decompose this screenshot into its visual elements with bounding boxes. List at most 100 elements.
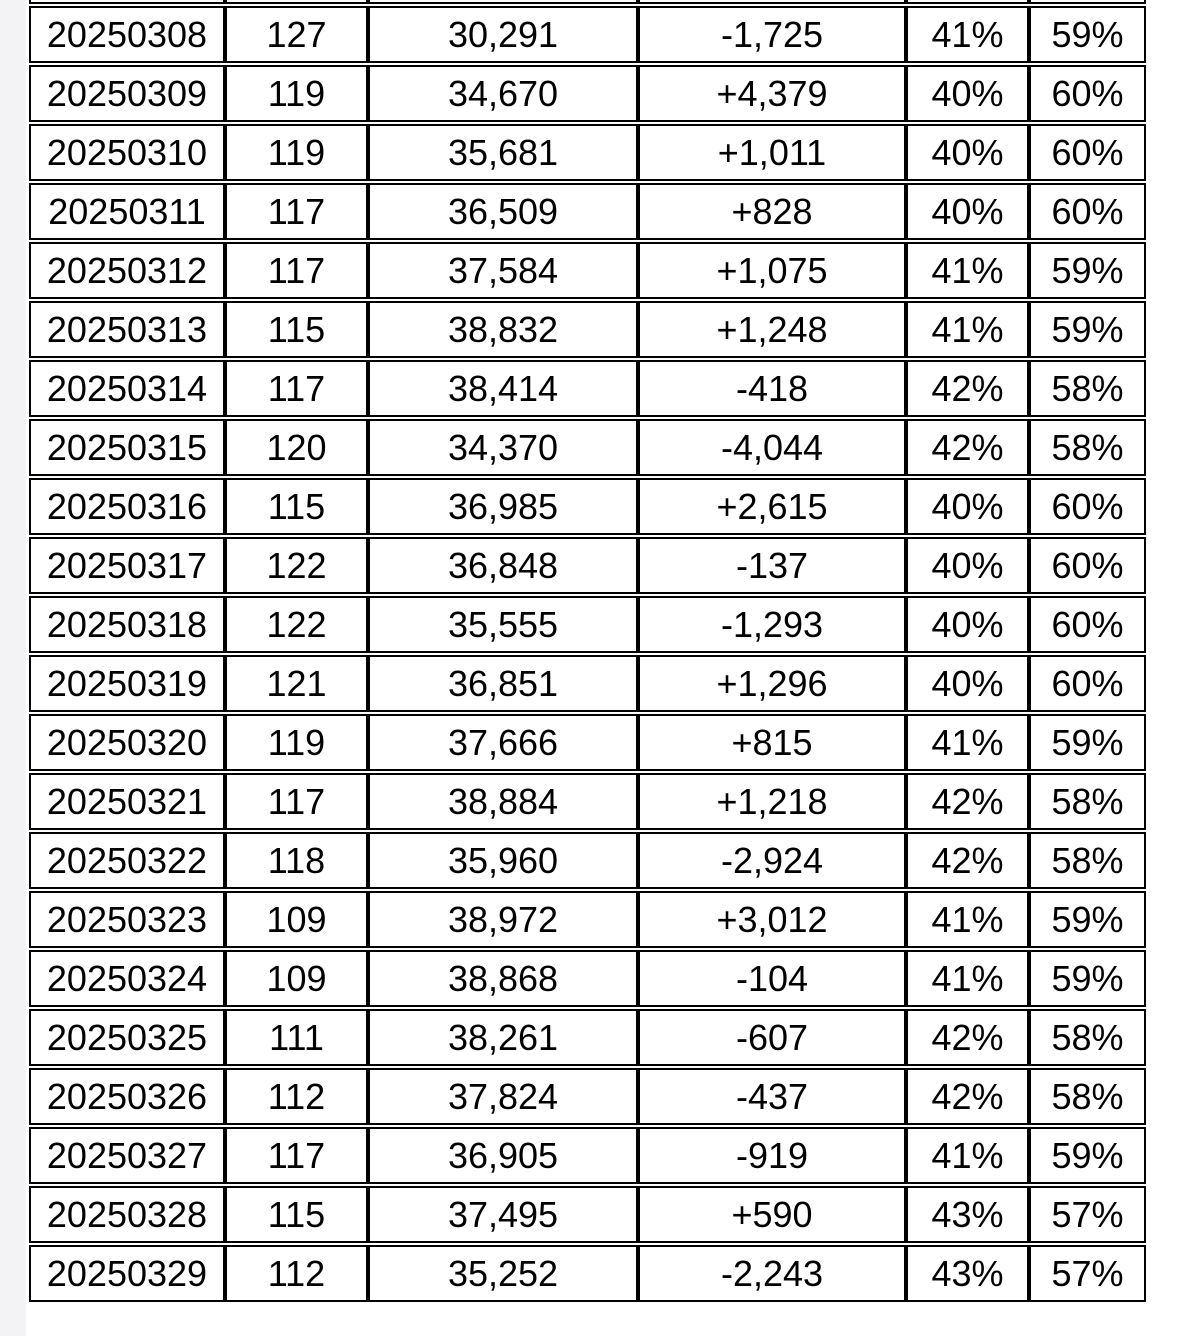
cell-percent-b: 57% [1029,1186,1146,1243]
cell-percent-a: 41% [906,714,1029,771]
cell-percent-a: 40% [906,655,1029,712]
cell-change: -607 [638,1009,906,1066]
cell-percent-a: 42% [906,360,1029,417]
cell-percent-b [1029,0,1146,4]
table-row: 20250325 111 38,261 -607 42% 58% [29,1009,1146,1066]
table-row: 20250324 109 38,868 -104 41% 59% [29,950,1146,1007]
cell-percent-a: 41% [906,1127,1029,1184]
cell-change: +1,218 [638,773,906,830]
cell-change: +828 [638,183,906,240]
cell-date: 20250311 [29,183,225,240]
cell-date [29,0,225,4]
table-row: 20250313 115 38,832 +1,248 41% 59% [29,301,1146,358]
cell-count: 120 [225,419,368,476]
cell-count: 112 [225,1068,368,1125]
cell-date: 20250322 [29,832,225,889]
table-row: 20250328 115 37,495 +590 43% 57% [29,1186,1146,1243]
cell-total: 36,851 [368,655,638,712]
table-row-partial [29,0,1146,4]
cell-percent-a: 40% [906,596,1029,653]
cell-percent-a [906,0,1029,4]
cell-percent-a: 41% [906,6,1029,63]
cell-total: 36,848 [368,537,638,594]
table-row: 20250320 119 37,666 +815 41% 59% [29,714,1146,771]
cell-date: 20250320 [29,714,225,771]
cell-date: 20250325 [29,1009,225,1066]
cell-total: 36,509 [368,183,638,240]
table-row: 20250310 119 35,681 +1,011 40% 60% [29,124,1146,181]
cell-date: 20250317 [29,537,225,594]
cell-change: +1,011 [638,124,906,181]
cell-percent-a: 41% [906,891,1029,948]
table-row: 20250312 117 37,584 +1,075 41% 59% [29,242,1146,299]
cell-percent-a: 43% [906,1186,1029,1243]
cell-percent-a: 40% [906,65,1029,122]
cell-total: 38,261 [368,1009,638,1066]
cell-count [225,0,368,4]
cell-total: 37,666 [368,714,638,771]
cell-date: 20250329 [29,1245,225,1302]
cell-date: 20250327 [29,1127,225,1184]
cell-change: -104 [638,950,906,1007]
cell-date: 20250316 [29,478,225,535]
cell-total: 37,584 [368,242,638,299]
cell-percent-b: 58% [1029,419,1146,476]
cell-count: 109 [225,950,368,1007]
cell-percent-a: 41% [906,301,1029,358]
cell-percent-a: 40% [906,183,1029,240]
cell-count: 127 [225,6,368,63]
cell-total: 35,555 [368,596,638,653]
cell-total: 37,824 [368,1068,638,1125]
cell-percent-b: 60% [1029,596,1146,653]
cell-total [368,0,638,4]
table-row: 20250316 115 36,985 +2,615 40% 60% [29,478,1146,535]
cell-percent-b: 58% [1029,773,1146,830]
cell-total: 36,905 [368,1127,638,1184]
cell-percent-b: 58% [1029,360,1146,417]
table-row: 20250319 121 36,851 +1,296 40% 60% [29,655,1146,712]
cell-percent-a: 42% [906,832,1029,889]
cell-percent-b: 59% [1029,950,1146,1007]
cell-date: 20250312 [29,242,225,299]
cell-percent-b: 60% [1029,655,1146,712]
cell-percent-b: 58% [1029,832,1146,889]
cell-change: +1,248 [638,301,906,358]
cell-count: 118 [225,832,368,889]
table-row: 20250317 122 36,848 -137 40% 60% [29,537,1146,594]
table-row: 20250326 112 37,824 -437 42% 58% [29,1068,1146,1125]
cell-percent-a: 42% [906,419,1029,476]
table-row: 20250311 117 36,509 +828 40% 60% [29,183,1146,240]
cell-change: +1,296 [638,655,906,712]
cell-change: -919 [638,1127,906,1184]
cell-change: +1,075 [638,242,906,299]
cell-date: 20250310 [29,124,225,181]
cell-percent-a: 40% [906,537,1029,594]
table-row: 20250315 120 34,370 -4,044 42% 58% [29,419,1146,476]
cell-change: +3,012 [638,891,906,948]
cell-percent-b: 60% [1029,183,1146,240]
cell-total: 35,960 [368,832,638,889]
cell-percent-a: 42% [906,1009,1029,1066]
cell-percent-b: 60% [1029,478,1146,535]
daily-stats-viewport: 20250308 127 30,291 -1,725 41% 59% 20250… [29,0,1151,1336]
table-row: 20250309 119 34,670 +4,379 40% 60% [29,65,1146,122]
cell-date: 20250323 [29,891,225,948]
cell-percent-a: 40% [906,124,1029,181]
cell-change: +590 [638,1186,906,1243]
cell-change: +815 [638,714,906,771]
cell-date: 20250313 [29,301,225,358]
cell-date: 20250318 [29,596,225,653]
cell-count: 117 [225,1127,368,1184]
cell-percent-a: 42% [906,1068,1029,1125]
cell-date: 20250308 [29,6,225,63]
cell-percent-b: 59% [1029,301,1146,358]
cell-date: 20250315 [29,419,225,476]
cell-total: 38,414 [368,360,638,417]
cell-change: -2,243 [638,1245,906,1302]
cell-total: 35,681 [368,124,638,181]
cell-count: 122 [225,537,368,594]
cell-percent-b: 59% [1029,1127,1146,1184]
table-row: 20250318 122 35,555 -1,293 40% 60% [29,596,1146,653]
cell-date: 20250314 [29,360,225,417]
